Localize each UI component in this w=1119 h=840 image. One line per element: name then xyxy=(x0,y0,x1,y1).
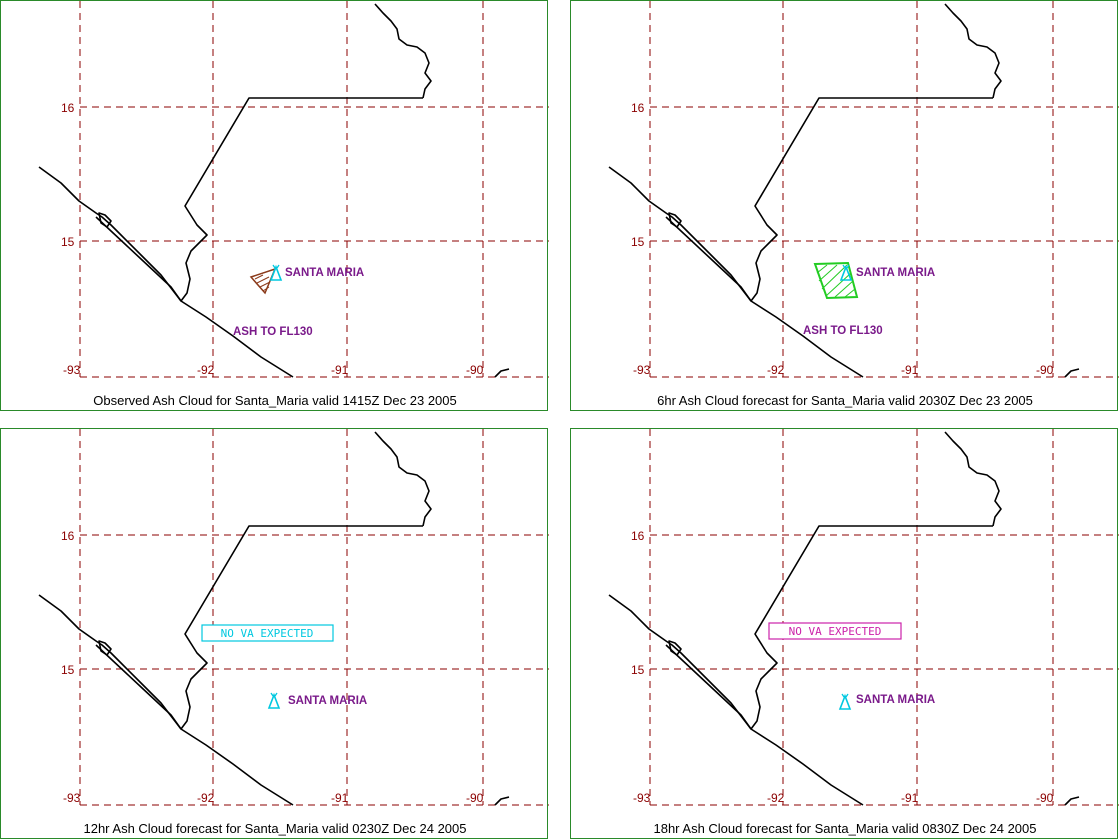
volcano-triangle-icon xyxy=(267,692,281,709)
ash-cloud-forecast xyxy=(813,261,859,300)
grid-lines xyxy=(79,1,549,378)
lat-label-15: 15 xyxy=(61,235,75,249)
ash-height-label: ASH TO FL130 xyxy=(803,325,883,337)
volcano-triangle-icon xyxy=(269,264,283,281)
lat-label-16: 16 xyxy=(631,529,645,543)
grid-lines xyxy=(649,429,1119,806)
panel-12hr-forecast: NO VA EXPECTED SANTA MARIA 16 15 -93 -92… xyxy=(0,428,549,839)
coastline xyxy=(608,431,1080,806)
lat-label-16: 16 xyxy=(61,529,75,543)
map-6hr: SANTA MARIA ASH TO FL130 16 15 -93 -92 -… xyxy=(608,1,1119,378)
lat-label-15: 15 xyxy=(631,235,645,249)
panel-observed: SANTA MARIA ASH TO FL130 16 15 -93 -92 -… xyxy=(0,0,549,411)
lon-label-91: -91 xyxy=(331,791,349,805)
lon-label-92: -92 xyxy=(197,791,215,805)
lon-label-90: -90 xyxy=(1036,363,1054,377)
lon-label-92: -92 xyxy=(767,363,785,377)
volcano-triangle-icon xyxy=(839,264,853,281)
volcano-label: SANTA MARIA xyxy=(288,695,367,707)
map-18hr: NO VA EXPECTED SANTA MARIA 16 15 -93 -92… xyxy=(608,429,1119,806)
coastline xyxy=(38,3,510,378)
lat-label-16: 16 xyxy=(631,101,645,115)
lon-label-92: -92 xyxy=(197,363,215,377)
lon-label-91: -91 xyxy=(331,363,349,377)
coastline xyxy=(38,431,510,806)
lat-label-15: 15 xyxy=(631,663,645,677)
lon-label-93: -93 xyxy=(63,791,81,805)
no-va-box: NO VA EXPECTED xyxy=(768,622,902,640)
grid-lines xyxy=(79,429,549,806)
grid-lines xyxy=(649,1,1119,378)
ash-cloud-observed xyxy=(249,267,277,295)
no-va-text: NO VA EXPECTED xyxy=(789,625,882,638)
volcano-label: SANTA MARIA xyxy=(285,267,364,279)
panel-caption: 6hr Ash Cloud forecast for Santa_Maria v… xyxy=(657,393,1033,408)
volcano-label: SANTA MARIA xyxy=(856,267,935,279)
lon-label-90: -90 xyxy=(466,363,484,377)
lon-label-93: -93 xyxy=(633,791,651,805)
no-va-box: NO VA EXPECTED xyxy=(201,624,334,642)
panel-6hr-forecast: SANTA MARIA ASH TO FL130 16 15 -93 -92 -… xyxy=(570,0,1119,411)
lon-label-90: -90 xyxy=(1036,791,1054,805)
volcano-triangle-icon xyxy=(838,693,852,710)
lon-label-92: -92 xyxy=(767,791,785,805)
map-observed: SANTA MARIA ASH TO FL130 16 15 -93 -92 -… xyxy=(38,1,549,378)
lon-label-90: -90 xyxy=(466,791,484,805)
lat-label-16: 16 xyxy=(61,101,75,115)
lon-label-93: -93 xyxy=(633,363,651,377)
lon-label-91: -91 xyxy=(901,791,919,805)
panel-caption: 12hr Ash Cloud forecast for Santa_Maria … xyxy=(83,821,467,836)
panel-caption: 18hr Ash Cloud forecast for Santa_Maria … xyxy=(653,821,1037,836)
panel-18hr-forecast: NO VA EXPECTED SANTA MARIA 16 15 -93 -92… xyxy=(570,428,1119,839)
ash-height-label: ASH TO FL130 xyxy=(233,326,313,338)
lat-label-15: 15 xyxy=(61,663,75,677)
no-va-text: NO VA EXPECTED xyxy=(221,627,314,640)
panel-caption: Observed Ash Cloud for Santa_Maria valid… xyxy=(93,393,457,408)
volcano-label: SANTA MARIA xyxy=(856,694,935,706)
lon-label-91: -91 xyxy=(901,363,919,377)
lon-label-93: -93 xyxy=(63,363,81,377)
map-12hr: NO VA EXPECTED SANTA MARIA 16 15 -93 -92… xyxy=(38,429,549,806)
coastline xyxy=(608,3,1080,378)
